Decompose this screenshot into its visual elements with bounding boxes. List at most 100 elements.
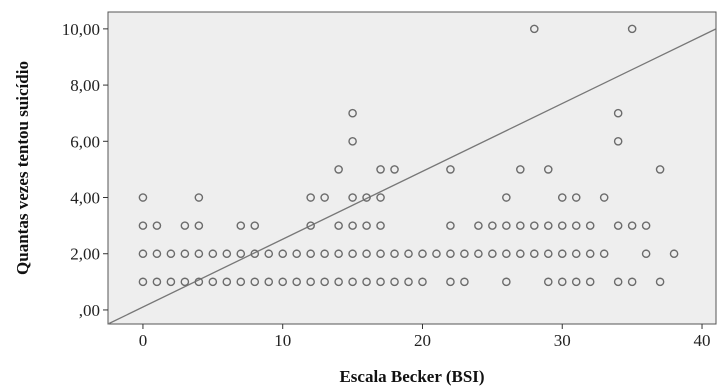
data-point	[418, 249, 427, 259]
data-point	[655, 277, 665, 287]
data-point	[334, 277, 343, 287]
data-point	[264, 249, 274, 259]
data-point	[502, 221, 511, 230]
data-point	[250, 277, 260, 287]
data-point	[529, 221, 539, 230]
data-point	[278, 277, 288, 287]
fit-line	[107, 28, 717, 325]
data-point	[166, 249, 176, 259]
data-point	[320, 277, 329, 287]
data-point	[222, 249, 232, 259]
data-point	[557, 277, 567, 287]
y-tick-label: 10,00	[62, 20, 100, 39]
data-point	[627, 277, 637, 287]
data-point	[613, 108, 623, 118]
data-point	[306, 277, 315, 287]
data-point	[376, 277, 385, 287]
data-point	[152, 221, 162, 230]
data-point	[516, 165, 525, 174]
data-point	[362, 249, 371, 259]
data-point	[334, 165, 343, 174]
data-point	[194, 193, 204, 202]
x-axis-title: Escala Becker (BSI)	[339, 367, 484, 386]
data-point	[488, 221, 497, 230]
data-point	[250, 221, 260, 230]
data-point	[362, 221, 371, 230]
data-point	[292, 249, 301, 259]
data-point	[460, 277, 469, 287]
y-axis-title: Quantas vezes tentou suicídio	[13, 61, 32, 275]
data-point	[571, 221, 581, 230]
data-point	[655, 165, 665, 174]
data-points	[138, 24, 679, 287]
data-point	[306, 193, 315, 202]
data-point	[138, 277, 148, 287]
data-point	[460, 249, 469, 259]
data-point	[543, 277, 553, 287]
data-point	[236, 277, 246, 287]
data-point	[306, 221, 315, 230]
data-point	[208, 249, 218, 259]
data-point	[362, 277, 371, 287]
data-point	[390, 277, 399, 287]
data-point	[194, 277, 204, 287]
y-tick-label: 6,00	[70, 132, 100, 151]
data-point	[194, 249, 204, 259]
data-point	[180, 277, 190, 287]
data-point	[138, 249, 148, 259]
y-tick-label: ,00	[79, 301, 100, 320]
data-point	[557, 193, 567, 202]
data-point	[376, 165, 385, 174]
data-point	[502, 277, 511, 287]
data-point	[599, 249, 609, 259]
data-point	[641, 221, 651, 230]
data-point	[376, 221, 385, 230]
data-point	[278, 249, 288, 259]
data-point	[446, 277, 455, 287]
data-point	[152, 249, 162, 259]
data-point	[236, 249, 246, 259]
data-point	[180, 249, 190, 259]
x-tick-label: 30	[554, 331, 571, 350]
data-point	[348, 221, 357, 230]
data-point	[222, 277, 232, 287]
data-point	[627, 24, 637, 34]
data-point	[627, 221, 637, 230]
data-point	[348, 193, 357, 202]
data-point	[432, 249, 441, 259]
data-point	[557, 249, 567, 259]
data-point	[306, 249, 315, 259]
x-tick-label: 20	[414, 331, 431, 350]
data-point	[166, 277, 176, 287]
data-point	[194, 221, 204, 230]
data-point	[641, 249, 651, 259]
data-point	[348, 136, 357, 146]
data-point	[474, 249, 483, 259]
data-point	[571, 249, 581, 259]
data-point	[180, 221, 190, 230]
data-point	[348, 277, 357, 287]
data-point	[502, 249, 511, 259]
data-point	[264, 277, 274, 287]
data-point	[376, 249, 385, 259]
data-point	[376, 193, 385, 202]
plot-area	[107, 11, 717, 325]
data-point	[599, 193, 609, 202]
data-point	[250, 249, 260, 259]
data-point	[404, 277, 413, 287]
data-point	[529, 24, 539, 34]
data-point	[516, 249, 525, 259]
data-point	[613, 136, 623, 146]
data-point	[557, 221, 567, 230]
fit-line-layer	[107, 28, 717, 325]
data-point	[488, 249, 497, 259]
data-point	[613, 277, 623, 287]
data-point	[585, 277, 595, 287]
data-point	[348, 108, 357, 118]
data-point	[418, 277, 427, 287]
data-point	[320, 249, 329, 259]
data-point	[236, 221, 246, 230]
data-point	[320, 193, 329, 202]
data-point	[390, 249, 399, 259]
